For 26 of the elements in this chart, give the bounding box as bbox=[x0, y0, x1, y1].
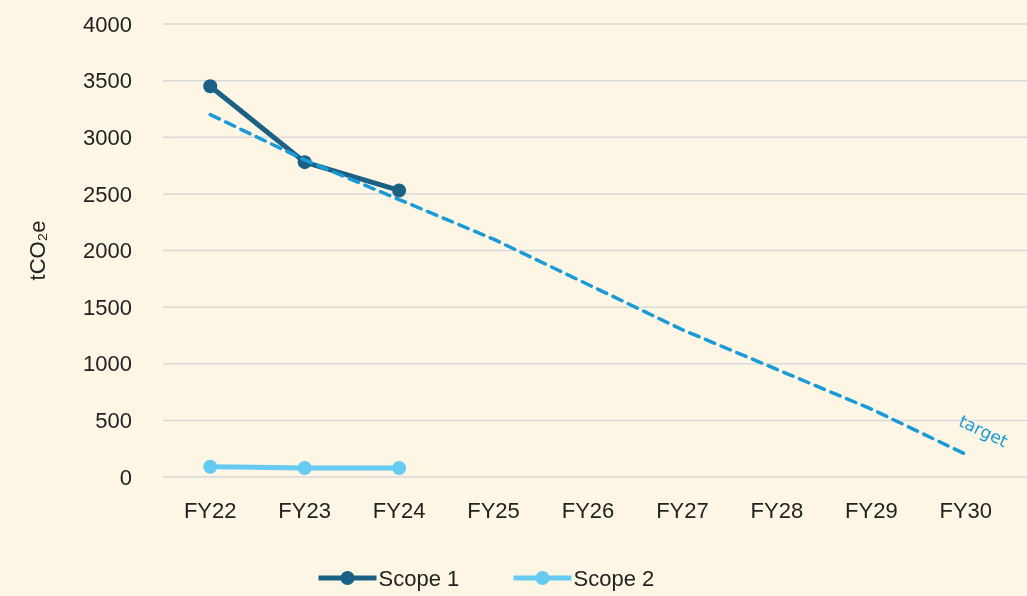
x-tick-label: FY28 bbox=[750, 498, 804, 523]
x-tick-label: FY26 bbox=[561, 498, 615, 523]
y-tick-label: 2000 bbox=[83, 238, 132, 264]
x-tick-label: FY22 bbox=[183, 498, 237, 523]
y-axis-title: tCO₂e bbox=[25, 220, 50, 281]
point bbox=[297, 460, 312, 475]
point bbox=[203, 459, 218, 474]
y-tick-label: 0 bbox=[119, 464, 132, 490]
x-tick-label: FY25 bbox=[467, 498, 520, 523]
y-tick-label: 1000 bbox=[83, 351, 132, 377]
y-tick-label: 3000 bbox=[83, 124, 132, 150]
y-tick-label: 4000 bbox=[83, 11, 132, 37]
x-tick-label: FY24 bbox=[372, 498, 426, 523]
x-tick-label: FY30 bbox=[939, 498, 993, 523]
x-tick-label: FY27 bbox=[656, 498, 709, 523]
y-tick-label: 3500 bbox=[83, 68, 132, 94]
legend-label: Scope 1 bbox=[378, 565, 460, 591]
y-tick-label: 1500 bbox=[83, 294, 132, 320]
point bbox=[392, 460, 407, 475]
x-tick-label: FY23 bbox=[278, 498, 331, 523]
y-tick-label: 2500 bbox=[83, 181, 132, 207]
x-tick-label: FY29 bbox=[845, 498, 898, 523]
point bbox=[203, 79, 218, 94]
legend-label: Scope 2 bbox=[573, 565, 655, 591]
point bbox=[392, 183, 407, 198]
y-tick-label: 500 bbox=[95, 408, 132, 434]
